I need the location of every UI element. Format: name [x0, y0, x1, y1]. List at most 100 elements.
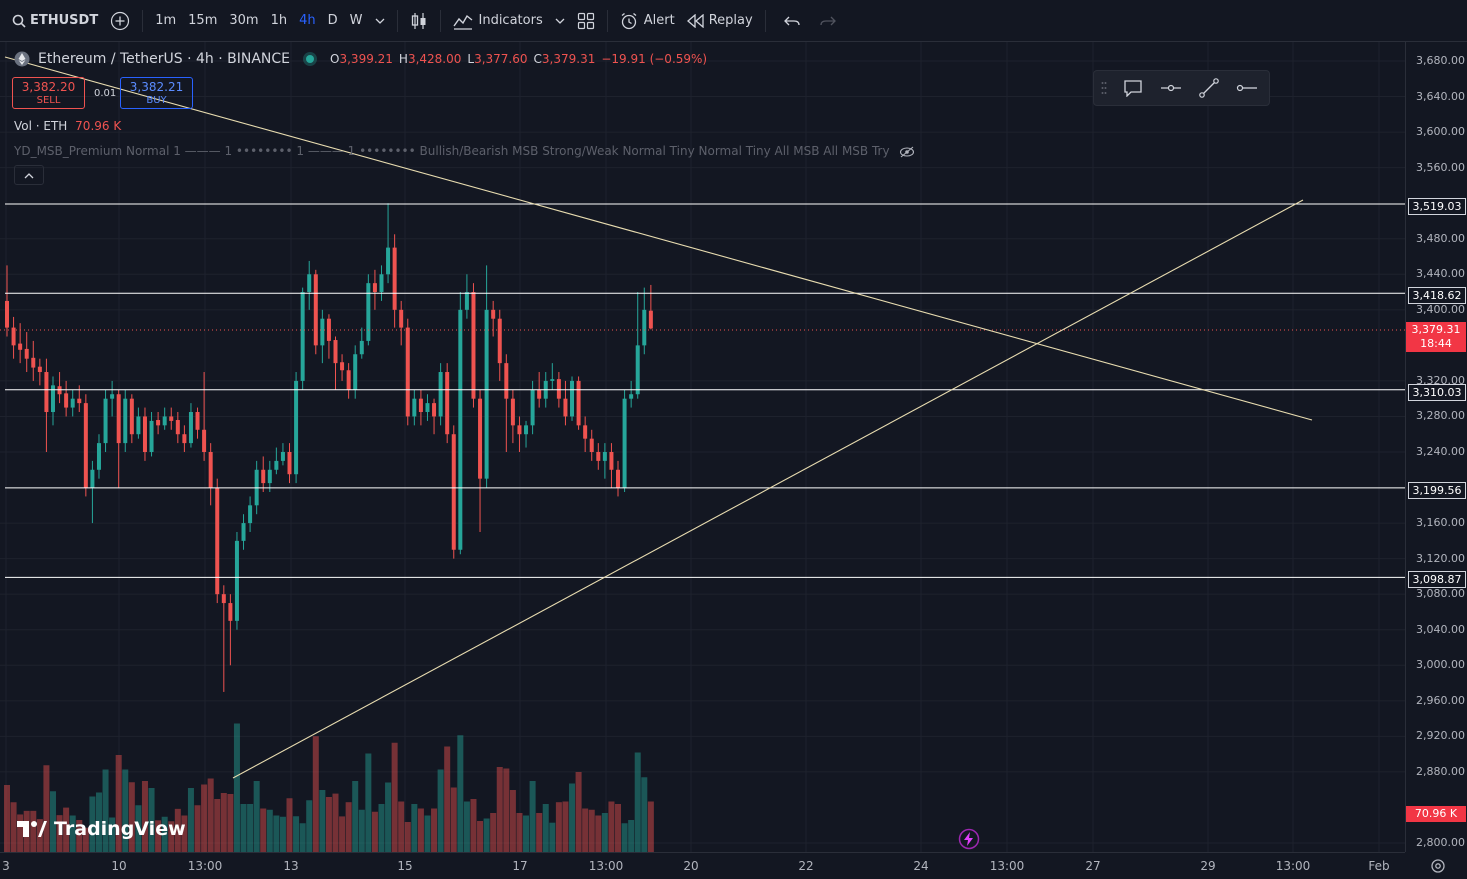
candle-body: [11, 327, 16, 346]
candle-body: [635, 345, 640, 395]
volume-bar: [214, 799, 221, 852]
candle-body: [234, 540, 239, 621]
candle-body: [136, 416, 141, 435]
tradingview-logo[interactable]: TradingView: [16, 818, 186, 840]
redo-button[interactable]: [812, 0, 844, 41]
indicators-label: Indicators: [478, 13, 543, 28]
price-axis-label: 3,320.00: [1416, 373, 1465, 387]
candle-body: [156, 420, 161, 426]
time-axis-label: 13:00: [588, 859, 624, 873]
tradingview-mark-icon: [17, 821, 47, 837]
settings-icon[interactable]: [1430, 858, 1446, 874]
undo-button[interactable]: [772, 0, 812, 41]
add-symbol-button[interactable]: [104, 0, 136, 41]
volume-bar: [542, 804, 549, 852]
drawing-toolbar[interactable]: [1093, 70, 1270, 106]
candlestick-chart[interactable]: [0, 42, 1405, 852]
layout-button[interactable]: [571, 0, 601, 41]
volume-bar: [187, 788, 194, 852]
volume-bar: [227, 794, 234, 852]
lightning-icon[interactable]: [958, 828, 980, 850]
interval-dropdown[interactable]: [369, 0, 391, 41]
candle-body: [478, 398, 483, 479]
interval-d[interactable]: D: [327, 13, 338, 28]
volume-bar: [371, 811, 378, 852]
chevron-up-icon: [24, 172, 34, 178]
volume-bar: [339, 816, 346, 852]
symbol-search[interactable]: ETHUSDT: [0, 0, 104, 41]
chart-pane[interactable]: [0, 42, 1405, 852]
candle-body: [583, 425, 588, 439]
time-axis-label: 10: [111, 859, 127, 873]
candle-body: [110, 394, 115, 399]
buy-price: 3,382.21: [129, 80, 184, 94]
volume-bar: [155, 820, 162, 852]
price-axis[interactable]: 3,680.00 3,640.00 3,600.00 3,560.00 3,480.00…: [1405, 42, 1467, 852]
trendline-tool[interactable]: [1190, 71, 1228, 105]
interval-30m[interactable]: 30m: [229, 13, 259, 28]
volume-bar: [647, 801, 654, 852]
price-axis-label: 3,240.00: [1416, 445, 1465, 458]
interval-4h[interactable]: 4h: [299, 13, 316, 28]
buy-button[interactable]: 3,382.21 BUY: [120, 77, 193, 109]
candle-body: [261, 469, 266, 484]
descending-trendline[interactable]: [4, 56, 1313, 421]
volume-legend: Vol · ETH 70.96 K: [14, 119, 121, 133]
volume-bar: [174, 808, 181, 852]
volume-bar: [299, 823, 306, 852]
time-axis-label: Feb: [1368, 859, 1390, 873]
candle-body: [300, 292, 305, 381]
collapse-legend-button[interactable]: [14, 165, 44, 185]
candle-body: [517, 425, 522, 435]
volume-bar: [89, 796, 96, 852]
volume-bar: [641, 777, 648, 852]
volume-bar: [10, 802, 17, 852]
volume-bar: [4, 785, 10, 852]
buy-label: BUY: [146, 95, 167, 106]
drag-handle[interactable]: [1094, 71, 1114, 105]
candle-body: [556, 379, 561, 399]
volume-bar: [575, 772, 582, 852]
comment-tool[interactable]: [1114, 71, 1152, 105]
ray-tool[interactable]: [1228, 71, 1266, 105]
templates-dropdown[interactable]: [549, 0, 571, 41]
candle-body: [18, 343, 23, 350]
replay-button[interactable]: Replay: [681, 0, 759, 41]
indicator-text: YD_MSB_Premium Normal 1 ——— 1 •••••••• 1…: [14, 144, 890, 158]
candle-body: [116, 394, 121, 444]
interval-1h[interactable]: 1h: [270, 13, 288, 28]
candle-body: [83, 403, 88, 488]
interval-15m[interactable]: 15m: [188, 13, 218, 28]
time-axis-label: 20: [683, 859, 699, 873]
volume-bar: [279, 816, 286, 852]
chart-type-button[interactable]: [404, 0, 434, 41]
trendline-icon: [1199, 78, 1219, 98]
horizontal-ray-tool[interactable]: [1152, 71, 1190, 105]
eye-off-icon[interactable]: [899, 146, 915, 158]
volume-bar: [365, 753, 372, 852]
volume-bar: [319, 790, 326, 852]
candle-body: [550, 379, 555, 381]
volume-bar: [168, 821, 175, 852]
price-axis-label: 3,440.00: [1416, 267, 1465, 281]
chevron-down-icon: [375, 18, 384, 24]
market-status-dot: [306, 55, 315, 63]
ascending-trendline[interactable]: [232, 199, 1304, 779]
interval-w[interactable]: W: [349, 13, 363, 28]
indicator-legend[interactable]: YD_MSB_Premium Normal 1 ——— 1 •••••••• 1…: [14, 144, 915, 158]
volume-bar: [523, 815, 530, 852]
volume-bar: [628, 820, 635, 852]
candle-body: [31, 357, 36, 368]
indicators-button[interactable]: Indicators: [447, 0, 549, 41]
interval-1m[interactable]: 1m: [155, 13, 177, 28]
candle-body: [451, 434, 456, 550]
time-axis[interactable]: 3 10 13:00 13 15 17 13:00 20 22 24 13:00 27 29 13:00 F…: [0, 852, 1445, 879]
high-value: 3,428.00: [407, 52, 462, 66]
candle-body: [524, 425, 529, 435]
volume-bar: [463, 801, 470, 852]
time-axis-label: 27: [1085, 859, 1101, 873]
candle-body: [248, 505, 253, 524]
sell-button[interactable]: 3,382.20 SELL: [12, 77, 85, 109]
candle-body: [320, 318, 325, 346]
alert-button[interactable]: Alert: [614, 0, 681, 41]
